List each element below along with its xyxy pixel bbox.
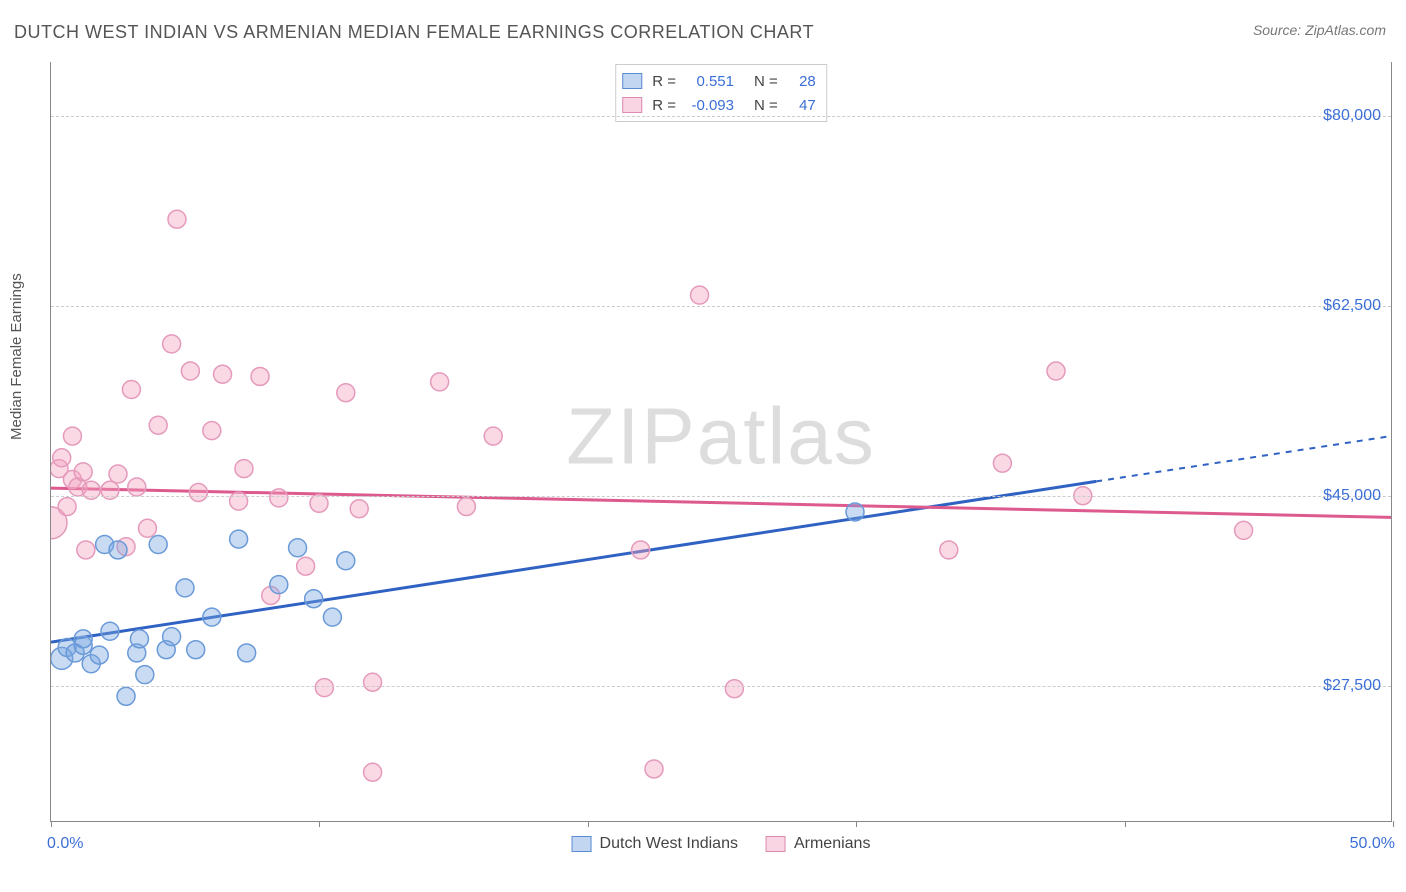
scatter-points-layer [51, 62, 1391, 821]
watermark: ZIPatlas [566, 390, 875, 482]
y-axis-label: Median Female Earnings [8, 273, 25, 440]
y-tick-label: $27,500 [1323, 677, 1381, 695]
swatch-icon [572, 836, 592, 852]
x-tick [51, 821, 52, 827]
legend-row: R = -0.093 N = 47 [622, 93, 816, 117]
y-tick-label: $62,500 [1323, 297, 1381, 315]
swatch-icon [622, 97, 642, 113]
legend-n-value: 28 [788, 73, 816, 90]
swatch-icon [766, 836, 786, 852]
trend-lines-layer [51, 62, 1391, 821]
legend-row: R = 0.551 N = 28 [622, 69, 816, 93]
source-label: Source: ZipAtlas.com [1253, 22, 1386, 38]
x-tick [588, 821, 589, 827]
legend-r-value: 0.551 [686, 73, 734, 90]
y-tick-label: $45,000 [1323, 487, 1381, 505]
plot-area: ZIPatlas R = 0.551 N = 28 R = -0.093 N =… [50, 62, 1392, 822]
swatch-icon [622, 73, 642, 89]
legend-r-value: -0.093 [686, 97, 734, 114]
grid-line [51, 496, 1391, 497]
correlation-legend: R = 0.551 N = 28 R = -0.093 N = 47 [615, 64, 827, 122]
legend-r-label: R = [652, 73, 676, 90]
x-tick [1393, 821, 1394, 827]
legend-series-label: Dutch West Indians [600, 835, 738, 853]
x-tick [856, 821, 857, 827]
grid-line [51, 686, 1391, 687]
grid-line [51, 116, 1391, 117]
legend-item: Armenians [766, 835, 870, 853]
x-tick-label: 0.0% [47, 835, 83, 853]
legend-n-value: 47 [788, 97, 816, 114]
chart-title: DUTCH WEST INDIAN VS ARMENIAN MEDIAN FEM… [14, 22, 814, 43]
legend-item: Dutch West Indians [572, 835, 738, 853]
y-tick-label: $80,000 [1323, 107, 1381, 125]
x-tick [319, 821, 320, 827]
x-tick [1125, 821, 1126, 827]
legend-n-label: N = [754, 97, 778, 114]
grid-line [51, 306, 1391, 307]
legend-series-label: Armenians [794, 835, 870, 853]
legend-r-label: R = [652, 97, 676, 114]
series-legend: Dutch West Indians Armenians [572, 835, 871, 853]
legend-n-label: N = [754, 73, 778, 90]
x-tick-label: 50.0% [1350, 835, 1395, 853]
